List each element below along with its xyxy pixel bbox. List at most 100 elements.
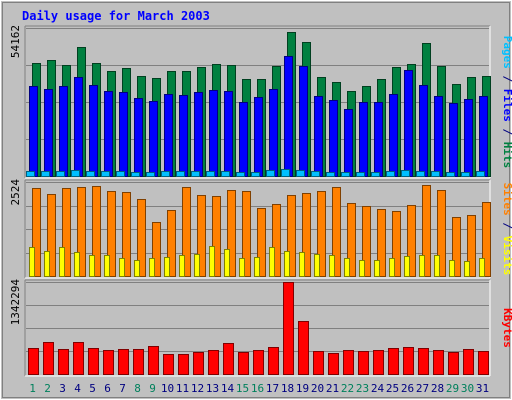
bar-files-20 bbox=[314, 96, 323, 177]
x-tick-label-2: 2 bbox=[44, 382, 51, 395]
bar-files-26 bbox=[404, 70, 413, 177]
bar-kbytes-11 bbox=[178, 354, 189, 375]
legend-visits: Sites / Visits bbox=[501, 183, 512, 276]
bar-sites-12 bbox=[197, 195, 206, 277]
bar-sites-20 bbox=[317, 191, 326, 277]
bar-sites-21 bbox=[332, 187, 341, 277]
bar-visits-14 bbox=[224, 249, 230, 277]
legend-entry: / bbox=[501, 216, 512, 236]
bar-files-6 bbox=[104, 91, 113, 177]
bar-pages-28 bbox=[431, 171, 440, 177]
bar-pages-30 bbox=[461, 172, 470, 177]
bar-visits-22 bbox=[344, 258, 350, 277]
bar-files-27 bbox=[419, 85, 428, 177]
bar-visits-6 bbox=[104, 255, 110, 277]
bar-files-3 bbox=[59, 86, 68, 177]
bar-visits-30 bbox=[464, 261, 470, 277]
bar-sites-27 bbox=[422, 185, 431, 277]
x-tick-label-31: 31 bbox=[476, 382, 489, 395]
bar-visits-21 bbox=[329, 255, 335, 277]
bar-sites-31 bbox=[482, 202, 491, 277]
bar-kbytes-9 bbox=[148, 346, 159, 375]
bar-sites-4 bbox=[77, 187, 86, 277]
bar-visits-28 bbox=[434, 255, 440, 277]
bar-kbytes-14 bbox=[223, 343, 234, 375]
bar-files-9 bbox=[149, 101, 158, 177]
bar-files-25 bbox=[389, 94, 398, 177]
bar-kbytes-13 bbox=[208, 350, 219, 375]
bar-files-5 bbox=[89, 85, 98, 177]
bar-files-16 bbox=[254, 97, 263, 177]
bar-kbytes-15 bbox=[238, 352, 249, 375]
y-tick-label-hits: 54162 bbox=[9, 25, 22, 58]
bar-visits-7 bbox=[119, 258, 125, 277]
bar-files-14 bbox=[224, 91, 233, 177]
legend-entry: Pages bbox=[501, 36, 512, 69]
bar-visits-3 bbox=[59, 247, 65, 277]
bar-kbytes-20 bbox=[313, 351, 324, 375]
bar-visits-31 bbox=[479, 258, 485, 277]
bar-pages-27 bbox=[416, 171, 425, 177]
bar-kbytes-4 bbox=[73, 342, 84, 375]
bar-files-12 bbox=[194, 92, 203, 177]
y-tick-label-kbytes: 1342294 bbox=[9, 279, 22, 326]
y-tick-label-visits: 2524 bbox=[9, 179, 22, 206]
chart-panels: 54162 Pages / Files / Hits 2524 Sites / Vis… bbox=[9, 25, 512, 377]
bar-pages-26 bbox=[401, 170, 410, 177]
bar-kbytes-5 bbox=[88, 348, 99, 375]
bar-kbytes-16 bbox=[253, 350, 264, 375]
panel-hits: 54162 Pages / Files / Hits bbox=[9, 25, 512, 179]
bar-pages-19 bbox=[296, 170, 305, 177]
bar-sites-17 bbox=[272, 204, 281, 277]
bar-files-10 bbox=[164, 94, 173, 177]
bar-visits-4 bbox=[74, 252, 80, 277]
bar-pages-9 bbox=[146, 172, 155, 177]
bar-sites-1 bbox=[32, 188, 41, 277]
x-tick-label-10: 10 bbox=[161, 382, 174, 395]
x-tick-label-22: 22 bbox=[341, 382, 354, 395]
bar-pages-11 bbox=[176, 171, 185, 177]
chart-title: Daily usage for March 2003 bbox=[22, 9, 210, 23]
bar-visits-10 bbox=[164, 257, 170, 277]
legend-entry: / bbox=[501, 69, 512, 89]
panel-visits: 2524 Sites / Visits bbox=[9, 179, 512, 279]
x-tick-label-3: 3 bbox=[59, 382, 66, 395]
legend-entry: Files bbox=[501, 89, 512, 122]
bar-kbytes-21 bbox=[328, 353, 339, 375]
bar-kbytes-6 bbox=[103, 350, 114, 375]
bar-sites-6 bbox=[107, 191, 116, 277]
legend-entry: Hits bbox=[501, 142, 512, 169]
bar-files-15 bbox=[239, 102, 248, 177]
bar-pages-16 bbox=[251, 172, 260, 177]
bar-kbytes-28 bbox=[433, 350, 444, 375]
bar-kbytes-30 bbox=[463, 349, 474, 375]
x-tick-label-28: 28 bbox=[431, 382, 444, 395]
legend-entry: / bbox=[501, 122, 512, 142]
bar-sites-28 bbox=[437, 190, 446, 277]
bar-sites-5 bbox=[92, 186, 101, 277]
bar-kbytes-10 bbox=[163, 354, 174, 375]
bar-pages-21 bbox=[326, 172, 335, 177]
bar-files-22 bbox=[344, 109, 353, 177]
bar-sites-11 bbox=[182, 187, 191, 277]
bar-files-11 bbox=[179, 95, 188, 177]
bar-pages-25 bbox=[386, 171, 395, 177]
x-tick-label-8: 8 bbox=[134, 382, 141, 395]
x-tick-label-14: 14 bbox=[221, 382, 235, 395]
bar-pages-12 bbox=[191, 171, 200, 177]
bar-visits-23 bbox=[359, 260, 365, 277]
bar-files-21 bbox=[329, 100, 338, 177]
bar-pages-7 bbox=[116, 171, 125, 177]
bar-pages-6 bbox=[101, 171, 110, 177]
bar-pages-1 bbox=[26, 171, 35, 177]
bar-visits-5 bbox=[89, 255, 95, 277]
x-tick-label-30: 30 bbox=[461, 382, 474, 395]
x-tick-label-27: 27 bbox=[416, 382, 429, 395]
bar-kbytes-3 bbox=[58, 349, 69, 375]
bar-files-7 bbox=[119, 92, 128, 177]
bar-pages-10 bbox=[161, 171, 170, 177]
bar-visits-13 bbox=[209, 246, 215, 277]
bar-files-18 bbox=[284, 56, 293, 177]
bar-sites-9 bbox=[152, 222, 161, 277]
x-tick-label-13: 13 bbox=[206, 382, 219, 395]
